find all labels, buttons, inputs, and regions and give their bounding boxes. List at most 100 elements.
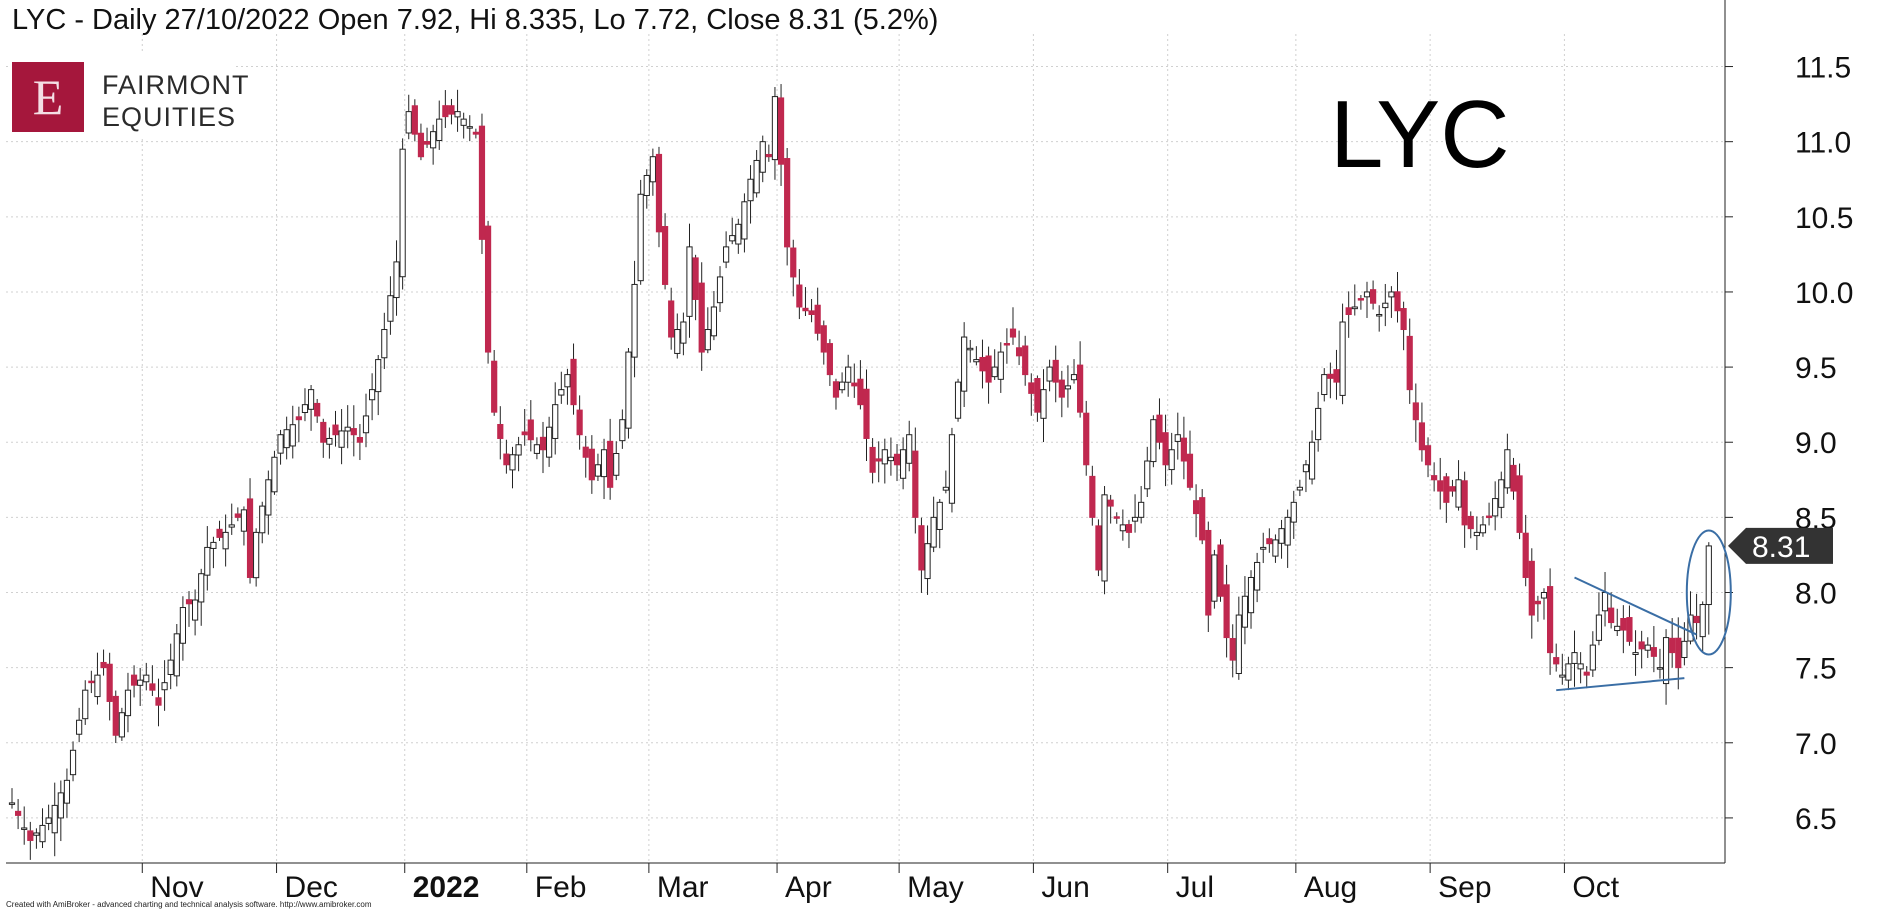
candle-body bbox=[1046, 366, 1053, 382]
candle-body bbox=[1620, 618, 1627, 631]
candle-body bbox=[124, 689, 132, 717]
candle-body bbox=[1156, 414, 1163, 443]
candle-body bbox=[1180, 437, 1187, 462]
candle-body bbox=[1327, 373, 1334, 379]
candle-body bbox=[460, 118, 467, 126]
candle-body bbox=[832, 381, 840, 398]
candle-body bbox=[1662, 637, 1670, 685]
candle-body bbox=[1473, 531, 1480, 537]
candle-body bbox=[1223, 584, 1230, 639]
candle-body bbox=[1345, 307, 1352, 315]
x-tick-label: Nov bbox=[150, 871, 203, 904]
candle-body bbox=[344, 426, 351, 432]
candle-body bbox=[33, 832, 40, 836]
candle-body bbox=[1058, 379, 1065, 398]
candle-body bbox=[478, 125, 486, 240]
candle-body bbox=[387, 295, 394, 322]
candle-body bbox=[240, 509, 248, 532]
candle-body bbox=[546, 426, 553, 458]
candle-body bbox=[375, 359, 382, 393]
candle-body bbox=[1589, 644, 1596, 671]
candle-body bbox=[668, 300, 675, 338]
candle-body bbox=[1559, 674, 1566, 678]
candle-body bbox=[1138, 501, 1145, 518]
candle-body bbox=[1339, 321, 1346, 396]
candle-body bbox=[686, 246, 693, 317]
candle-body bbox=[1302, 464, 1310, 473]
candle-body bbox=[192, 599, 199, 621]
candle-body bbox=[1705, 545, 1712, 606]
candle-body bbox=[521, 431, 528, 436]
candle-body bbox=[1064, 385, 1072, 390]
candle-body bbox=[350, 428, 357, 436]
candle-body bbox=[497, 423, 504, 439]
candle-body bbox=[1052, 359, 1059, 383]
candle-body bbox=[1394, 291, 1401, 312]
candle-body bbox=[991, 366, 998, 378]
candle-body bbox=[216, 528, 223, 538]
candle-body bbox=[765, 153, 772, 158]
candle-body bbox=[985, 355, 992, 383]
candle-body bbox=[1479, 524, 1487, 534]
candle-body bbox=[436, 118, 443, 141]
candle-body bbox=[51, 804, 58, 834]
candle-body bbox=[576, 409, 583, 436]
candle-body bbox=[1553, 657, 1560, 665]
candle-body bbox=[1296, 486, 1303, 491]
candle-body bbox=[906, 434, 913, 464]
candle-body bbox=[1565, 663, 1572, 681]
candle-body bbox=[875, 458, 882, 462]
candle-body bbox=[472, 131, 479, 135]
candle-body bbox=[198, 573, 205, 603]
candle-body bbox=[283, 429, 290, 449]
candle-body bbox=[399, 148, 406, 278]
candle-body bbox=[881, 449, 888, 465]
candle-body bbox=[838, 381, 846, 391]
candle-body bbox=[924, 543, 931, 580]
candle-body bbox=[533, 444, 541, 454]
candle-body bbox=[1608, 607, 1615, 624]
candle-body bbox=[1577, 663, 1584, 670]
candle-body bbox=[1266, 538, 1273, 545]
candle-body bbox=[607, 440, 614, 488]
candle-body bbox=[63, 779, 71, 804]
candle-body bbox=[1308, 441, 1316, 480]
candle-body bbox=[967, 347, 974, 351]
candle-body bbox=[1644, 644, 1651, 651]
candle-body bbox=[454, 111, 461, 118]
candle-body bbox=[271, 456, 278, 493]
candle-body bbox=[1540, 592, 1548, 599]
candle-body bbox=[94, 674, 101, 698]
candle-body bbox=[594, 464, 602, 477]
candle-body bbox=[643, 174, 650, 197]
candle-body bbox=[314, 402, 321, 417]
candle-body bbox=[423, 141, 431, 145]
candle-body bbox=[1333, 369, 1340, 383]
candle-body bbox=[161, 682, 168, 691]
candle-body bbox=[936, 501, 943, 530]
candle-body bbox=[1229, 638, 1236, 661]
candle-body bbox=[1009, 328, 1017, 338]
candle-body bbox=[1534, 600, 1541, 605]
candle-body bbox=[900, 449, 907, 479]
x-tick-label: Jul bbox=[1176, 871, 1214, 904]
candle-body bbox=[1351, 306, 1358, 310]
candle-body bbox=[82, 689, 89, 720]
candle-body bbox=[1424, 445, 1432, 466]
candle-body bbox=[613, 453, 620, 476]
candle-body bbox=[954, 381, 962, 419]
candle-body bbox=[265, 479, 272, 516]
candle-body bbox=[1241, 595, 1249, 628]
candle-body bbox=[771, 96, 779, 161]
candle-body bbox=[649, 156, 656, 183]
candle-body bbox=[863, 388, 870, 439]
candle-body bbox=[1467, 515, 1474, 530]
x-tick-label: Mar bbox=[657, 871, 709, 904]
candle-body bbox=[1022, 345, 1029, 376]
candle-body bbox=[338, 430, 345, 448]
candle-body bbox=[582, 446, 589, 458]
candle-body bbox=[759, 141, 766, 173]
candle-body bbox=[185, 599, 193, 605]
candle-body bbox=[716, 276, 724, 304]
candle-body bbox=[491, 360, 498, 413]
